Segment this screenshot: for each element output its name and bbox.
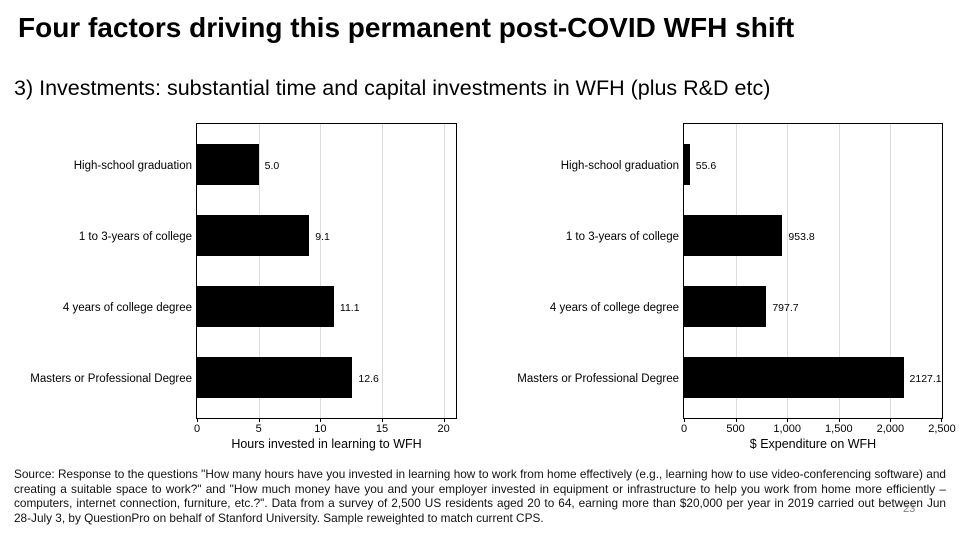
axis-tick bbox=[684, 418, 685, 422]
axis-tick bbox=[890, 418, 892, 422]
bar-4-years-of-college-degree bbox=[684, 286, 767, 327]
value-label: 953.8 bbox=[788, 230, 815, 243]
category-label-4-years-of-college-degree: 4 years of college degree bbox=[62, 301, 192, 314]
gridline bbox=[735, 124, 737, 418]
bar-1-to-3-years-of-college bbox=[197, 215, 310, 256]
gridline bbox=[838, 124, 840, 418]
gridline bbox=[443, 124, 445, 418]
category-label-1-to-3-years-of-college: 1 to 3-years of college bbox=[78, 230, 192, 243]
value-label: 55.6 bbox=[695, 159, 717, 172]
axis-tick bbox=[382, 418, 383, 422]
x-axis-title: Hours invested in learning to WFH bbox=[231, 437, 422, 451]
gridline bbox=[258, 124, 260, 418]
bar-high-school-graduation bbox=[684, 144, 690, 185]
category-label-high-school-graduation: High-school graduation bbox=[560, 159, 679, 172]
gridline bbox=[382, 124, 383, 418]
bar-1-to-3-years-of-college bbox=[684, 215, 783, 256]
x-tick-label: 500 bbox=[726, 423, 745, 435]
axis-tick bbox=[197, 418, 198, 422]
x-tick-label: 20 bbox=[437, 423, 450, 435]
value-label: 5.0 bbox=[264, 159, 280, 172]
bar-masters-or-professional-degree bbox=[197, 357, 353, 398]
value-label: 9.1 bbox=[315, 230, 330, 243]
x-tick-label: 5 bbox=[255, 423, 262, 435]
category-label-masters-or-professional-degree: Masters or Professional Degree bbox=[517, 372, 679, 385]
gridline bbox=[320, 124, 322, 418]
category-label-masters-or-professional-degree: Masters or Professional Degree bbox=[30, 372, 192, 385]
axis-tick bbox=[735, 418, 737, 422]
x-tick-label: 1,000 bbox=[773, 423, 801, 435]
value-label: 12.6 bbox=[358, 372, 379, 385]
gridline bbox=[890, 124, 892, 418]
x-tick-label: 1,500 bbox=[825, 423, 853, 435]
axis-tick bbox=[941, 418, 942, 422]
x-tick-label: 0 bbox=[193, 423, 201, 435]
slide-title: Four factors driving this permanent post… bbox=[18, 12, 795, 43]
value-label: 797.7 bbox=[772, 301, 799, 314]
x-axis-title: $ Expenditure on WFH bbox=[749, 437, 877, 451]
value-label: 11.1 bbox=[339, 301, 360, 314]
x-tick-label: 2,000 bbox=[876, 423, 905, 435]
bar-masters-or-professional-degree bbox=[684, 357, 904, 398]
category-label-1-to-3-years-of-college: 1 to 3-years of college bbox=[565, 230, 679, 243]
slide-subtitle: 3) Investments: substantial time and cap… bbox=[14, 76, 771, 100]
gridline bbox=[787, 124, 789, 418]
x-tick-label: 2,500 bbox=[928, 423, 956, 435]
value-label: 2127.1 bbox=[909, 372, 942, 385]
hours-invested-chart: 0 5 10 15 20 5.0 High-school graduation 9.1 1 to… bbox=[30, 123, 457, 451]
category-label-high-school-graduation: High-school graduation bbox=[73, 159, 192, 172]
axis-tick bbox=[787, 418, 789, 422]
x-tick-label: 15 bbox=[375, 423, 389, 435]
category-label-4-years-of-college-degree: 4 years of college degree bbox=[549, 301, 679, 314]
x-tick-label: 10 bbox=[314, 423, 327, 435]
axis-tick bbox=[320, 418, 322, 422]
page-number: 23 bbox=[903, 503, 916, 515]
bar-high-school-graduation bbox=[197, 144, 259, 185]
dollar-expenditure-chart: 0 500 1,000 1,500 2,000 2,500 55.6 High-school … bbox=[517, 123, 956, 451]
x-tick-label: 0 bbox=[680, 423, 688, 435]
axis-tick bbox=[443, 418, 445, 422]
source-note: Source: Response to the questions "How m… bbox=[14, 467, 946, 525]
axis-tick bbox=[838, 418, 840, 422]
bar-4-years-of-college-degree bbox=[197, 286, 334, 327]
axis-tick bbox=[258, 418, 260, 422]
